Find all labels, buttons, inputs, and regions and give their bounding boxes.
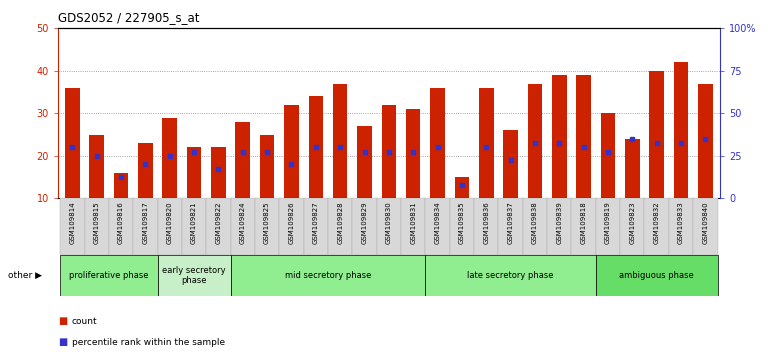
- Bar: [133, 198, 158, 255]
- Text: GSM109823: GSM109823: [629, 201, 635, 244]
- Bar: [474, 198, 498, 255]
- Bar: [60, 255, 158, 296]
- Text: GSM109814: GSM109814: [69, 201, 75, 244]
- Text: GSM109831: GSM109831: [410, 201, 417, 244]
- Bar: [649, 71, 664, 198]
- Text: GSM109827: GSM109827: [313, 201, 319, 244]
- Text: early secretory
phase: early secretory phase: [162, 266, 226, 285]
- Bar: [187, 147, 202, 198]
- Text: GSM109829: GSM109829: [361, 201, 367, 244]
- Text: ■: ■: [58, 337, 67, 347]
- Text: GSM109819: GSM109819: [605, 201, 611, 244]
- Text: GSM109833: GSM109833: [678, 201, 684, 244]
- Text: GSM109830: GSM109830: [386, 201, 392, 244]
- Bar: [401, 198, 425, 255]
- Bar: [571, 198, 596, 255]
- Bar: [284, 105, 299, 198]
- Text: GSM109820: GSM109820: [167, 201, 172, 244]
- Text: GSM109817: GSM109817: [142, 201, 149, 244]
- Text: other ▶: other ▶: [8, 271, 42, 280]
- Bar: [114, 173, 129, 198]
- Text: GSM109836: GSM109836: [484, 201, 489, 244]
- Text: GSM109834: GSM109834: [434, 201, 440, 244]
- Text: GSM109815: GSM109815: [94, 201, 99, 244]
- Bar: [328, 198, 353, 255]
- Bar: [182, 198, 206, 255]
- Bar: [425, 255, 596, 296]
- Bar: [425, 198, 450, 255]
- Bar: [353, 198, 377, 255]
- Text: ■: ■: [58, 316, 67, 326]
- Bar: [333, 84, 347, 198]
- Bar: [430, 88, 445, 198]
- Bar: [230, 198, 255, 255]
- Text: GSM109816: GSM109816: [118, 201, 124, 244]
- Bar: [406, 109, 420, 198]
- Text: percentile rank within the sample: percentile rank within the sample: [72, 338, 225, 347]
- Text: GSM109828: GSM109828: [337, 201, 343, 244]
- Bar: [230, 255, 425, 296]
- Bar: [303, 198, 328, 255]
- Text: proliferative phase: proliferative phase: [69, 271, 149, 280]
- Bar: [158, 198, 182, 255]
- Bar: [377, 198, 401, 255]
- Bar: [454, 177, 469, 198]
- Text: GSM109822: GSM109822: [216, 201, 222, 244]
- Bar: [206, 198, 230, 255]
- Text: GSM109821: GSM109821: [191, 201, 197, 244]
- Text: count: count: [72, 317, 97, 326]
- Bar: [674, 62, 688, 198]
- Bar: [596, 198, 620, 255]
- Bar: [158, 255, 230, 296]
- Text: GSM109826: GSM109826: [289, 201, 294, 244]
- Bar: [85, 198, 109, 255]
- Bar: [211, 147, 226, 198]
- Bar: [382, 105, 396, 198]
- Text: late secretory phase: late secretory phase: [467, 271, 554, 280]
- Bar: [109, 198, 133, 255]
- Text: GSM109840: GSM109840: [702, 201, 708, 244]
- Text: GSM109824: GSM109824: [239, 201, 246, 244]
- Bar: [527, 84, 542, 198]
- Bar: [498, 198, 523, 255]
- Text: mid secretory phase: mid secretory phase: [285, 271, 371, 280]
- Text: GSM109839: GSM109839: [556, 201, 562, 244]
- Bar: [504, 130, 518, 198]
- Bar: [280, 198, 303, 255]
- Bar: [479, 88, 494, 198]
- Bar: [138, 143, 152, 198]
- Text: GDS2052 / 227905_s_at: GDS2052 / 227905_s_at: [58, 11, 199, 24]
- Bar: [547, 198, 571, 255]
- Bar: [357, 126, 372, 198]
- Bar: [450, 198, 474, 255]
- Bar: [601, 113, 615, 198]
- Bar: [89, 135, 104, 198]
- Text: GSM109838: GSM109838: [532, 201, 538, 244]
- Bar: [162, 118, 177, 198]
- Text: GSM109832: GSM109832: [654, 201, 660, 244]
- Bar: [625, 139, 640, 198]
- Text: GSM109818: GSM109818: [581, 201, 587, 244]
- Text: ambiguous phase: ambiguous phase: [619, 271, 694, 280]
- Bar: [65, 88, 79, 198]
- Text: GSM109835: GSM109835: [459, 201, 465, 244]
- Bar: [523, 198, 547, 255]
- Bar: [596, 255, 718, 296]
- Bar: [552, 75, 567, 198]
- Bar: [693, 198, 718, 255]
- Bar: [576, 75, 591, 198]
- Bar: [255, 198, 280, 255]
- Text: GSM109837: GSM109837: [507, 201, 514, 244]
- Bar: [620, 198, 644, 255]
- Bar: [259, 135, 274, 198]
- Bar: [669, 198, 693, 255]
- Bar: [60, 198, 85, 255]
- Text: GSM109825: GSM109825: [264, 201, 270, 244]
- Bar: [309, 96, 323, 198]
- Bar: [236, 122, 250, 198]
- Bar: [698, 84, 713, 198]
- Bar: [644, 198, 669, 255]
